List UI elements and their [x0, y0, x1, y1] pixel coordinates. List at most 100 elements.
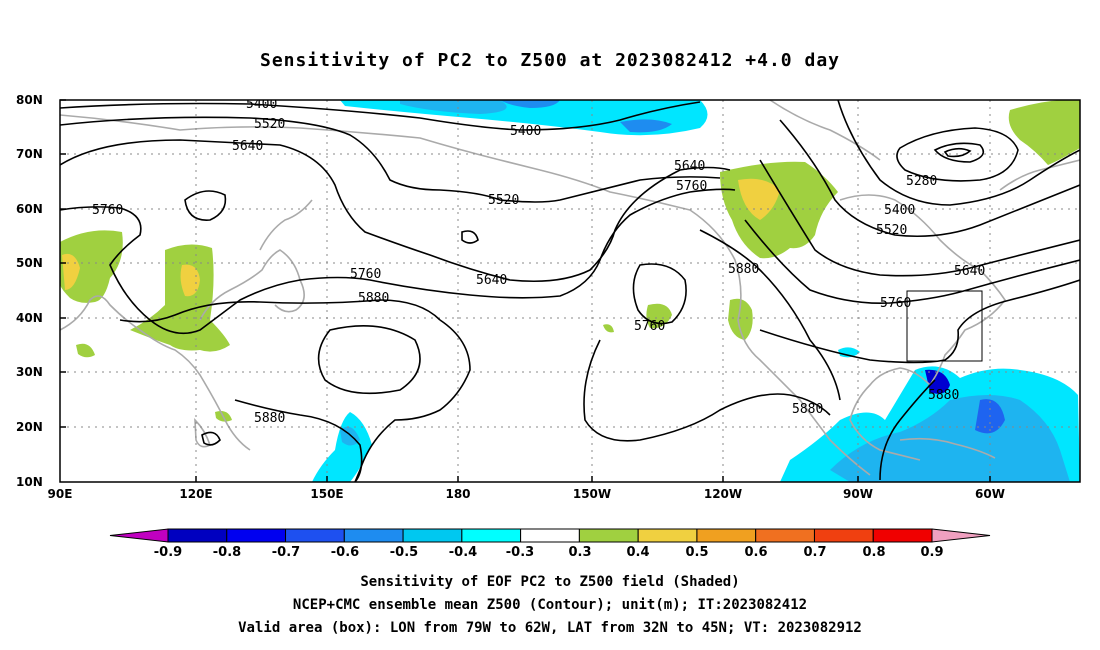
ticks	[60, 99, 991, 482]
colorbar-segment	[872, 528, 933, 543]
lat-label: 30N	[16, 365, 43, 379]
lon-label: 120E	[179, 487, 212, 501]
lat-label: 50N	[16, 256, 43, 270]
colorbar-labels: -0.9 -0.8 -0.7 -0.6 -0.5 -0.4 -0.3 0.3 0…	[154, 545, 944, 560]
colorbar-segment	[755, 528, 815, 543]
latitude-labels: 80N 70N 60N 50N 40N 30N 20N 10N	[16, 93, 43, 489]
colorbar-segment	[637, 528, 698, 543]
colorbar-label: 0.7	[803, 545, 826, 560]
shade-positive-baja	[728, 298, 753, 340]
shade-negative-pacific	[312, 412, 372, 482]
shade-positive-greenland	[1008, 100, 1080, 165]
valid-area-box	[906, 290, 983, 362]
contour-label: 5760	[880, 296, 911, 311]
contour-5760-east	[744, 219, 1080, 305]
shade-positive-china	[130, 244, 230, 352]
contour-5520-east	[779, 119, 1080, 238]
graticule	[60, 100, 1080, 482]
colorbar-label: -0.5	[390, 545, 418, 560]
shade-negative-arctic-mid	[400, 100, 507, 114]
contour-5880-se	[879, 379, 936, 481]
lon-label: 150W	[573, 487, 611, 501]
colorbar	[109, 528, 991, 543]
colorbar-label: -0.4	[449, 545, 477, 560]
lat-label: 20N	[16, 420, 43, 434]
colorbar-label: 0.8	[862, 545, 885, 560]
shade-positive-namerica	[720, 161, 838, 259]
contour-label: 5520	[488, 193, 519, 208]
contour-label: 5640	[954, 264, 985, 279]
colorbar-segment	[461, 528, 522, 543]
contour-5880-b	[354, 319, 471, 482]
plot-frame	[59, 99, 1081, 483]
contour-label: 5760	[92, 203, 123, 218]
shade-positive-small-c	[603, 324, 614, 333]
colorbar-segment	[167, 528, 228, 543]
lat-label: 10N	[16, 475, 43, 489]
contour-5880-east	[759, 279, 1080, 364]
contour-label: 5640	[476, 273, 507, 288]
colorbar-arrow-low	[109, 528, 169, 543]
lat-label: 60N	[16, 202, 43, 216]
contour-label: 5760	[634, 319, 665, 334]
contour-5520-ring	[184, 190, 227, 221]
colorbar-arrow-high	[931, 528, 991, 543]
colorbar-label: 0.3	[568, 545, 591, 560]
contour-5520-small	[461, 230, 479, 244]
contour-label: 5880	[928, 388, 959, 403]
colorbar-label: 0.9	[920, 545, 943, 560]
shade-positive-namerica-core	[738, 178, 780, 220]
contour-label: 5760	[676, 179, 707, 194]
contour-label: 5400	[246, 97, 277, 112]
contour-5640	[60, 139, 731, 283]
colorbar-label: -0.7	[272, 545, 300, 560]
caption-line-1: Sensitivity of EOF PC2 to Z500 field (Sh…	[360, 574, 740, 590]
contour-5400-east	[837, 100, 1080, 206]
colorbar-label: -0.9	[154, 545, 182, 560]
contour-label: 5640	[232, 139, 263, 154]
longitude-labels: 90E 120E 150E 180 150W 120W 90W 60W	[48, 487, 1005, 501]
lon-label: 180	[445, 487, 470, 501]
contour-label: 5880	[728, 262, 759, 277]
contour-5280-inner	[933, 142, 985, 163]
colorbar-segment	[813, 528, 874, 543]
shade-positive-china-core	[180, 264, 200, 297]
contour-5280	[896, 127, 1019, 182]
lon-label: 120W	[704, 487, 742, 501]
contour-5880-c	[234, 399, 363, 482]
plot-area: 5400 5520 5640 5760 5400 5520 5640 5760 …	[60, 97, 1080, 482]
contour-5760-west	[60, 188, 736, 335]
shade-negative-atlantic-core	[925, 369, 950, 394]
contour-label: 5280	[906, 174, 937, 189]
caption-line-2: NCEP+CMC ensemble mean Z500 (Contour); u…	[292, 597, 808, 613]
lat-label: 80N	[16, 93, 43, 107]
colorbar-segment	[696, 528, 757, 543]
contour-label: 5640	[674, 159, 705, 174]
contour-label: 5400	[510, 124, 541, 139]
z500-contours	[60, 100, 1080, 482]
lon-label: 60W	[975, 487, 1005, 501]
colorbar-label: -0.8	[213, 545, 241, 560]
lat-label: 70N	[16, 147, 43, 161]
colorbar-label: 0.6	[744, 545, 767, 560]
lon-label: 90W	[843, 487, 873, 501]
colorbar-label: 0.4	[626, 545, 649, 560]
shade-negative-arctic-core2	[620, 119, 672, 133]
shade-positive-small-a	[76, 343, 95, 358]
contour-5520	[60, 116, 721, 203]
colorbar-label: -0.3	[506, 545, 534, 560]
contour-label: 5880	[358, 291, 389, 306]
contour-labels: 5400 5520 5640 5760 5400 5520 5640 5760 …	[92, 97, 985, 426]
colorbar-segment	[402, 528, 463, 543]
map-title: Sensitivity of PC2 to Z500 at 2023082412…	[259, 50, 840, 71]
contour-5760-low	[632, 263, 687, 325]
contour-5880-small	[201, 431, 221, 446]
lon-label: 150E	[310, 487, 343, 501]
contour-label: 5400	[884, 203, 915, 218]
colorbar-segment	[520, 528, 580, 543]
colorbar-segment	[343, 528, 404, 543]
contour-5880-ring	[317, 325, 421, 395]
shade-negative-atlantic-mid	[830, 395, 1070, 482]
colorbar-segment	[285, 528, 345, 543]
